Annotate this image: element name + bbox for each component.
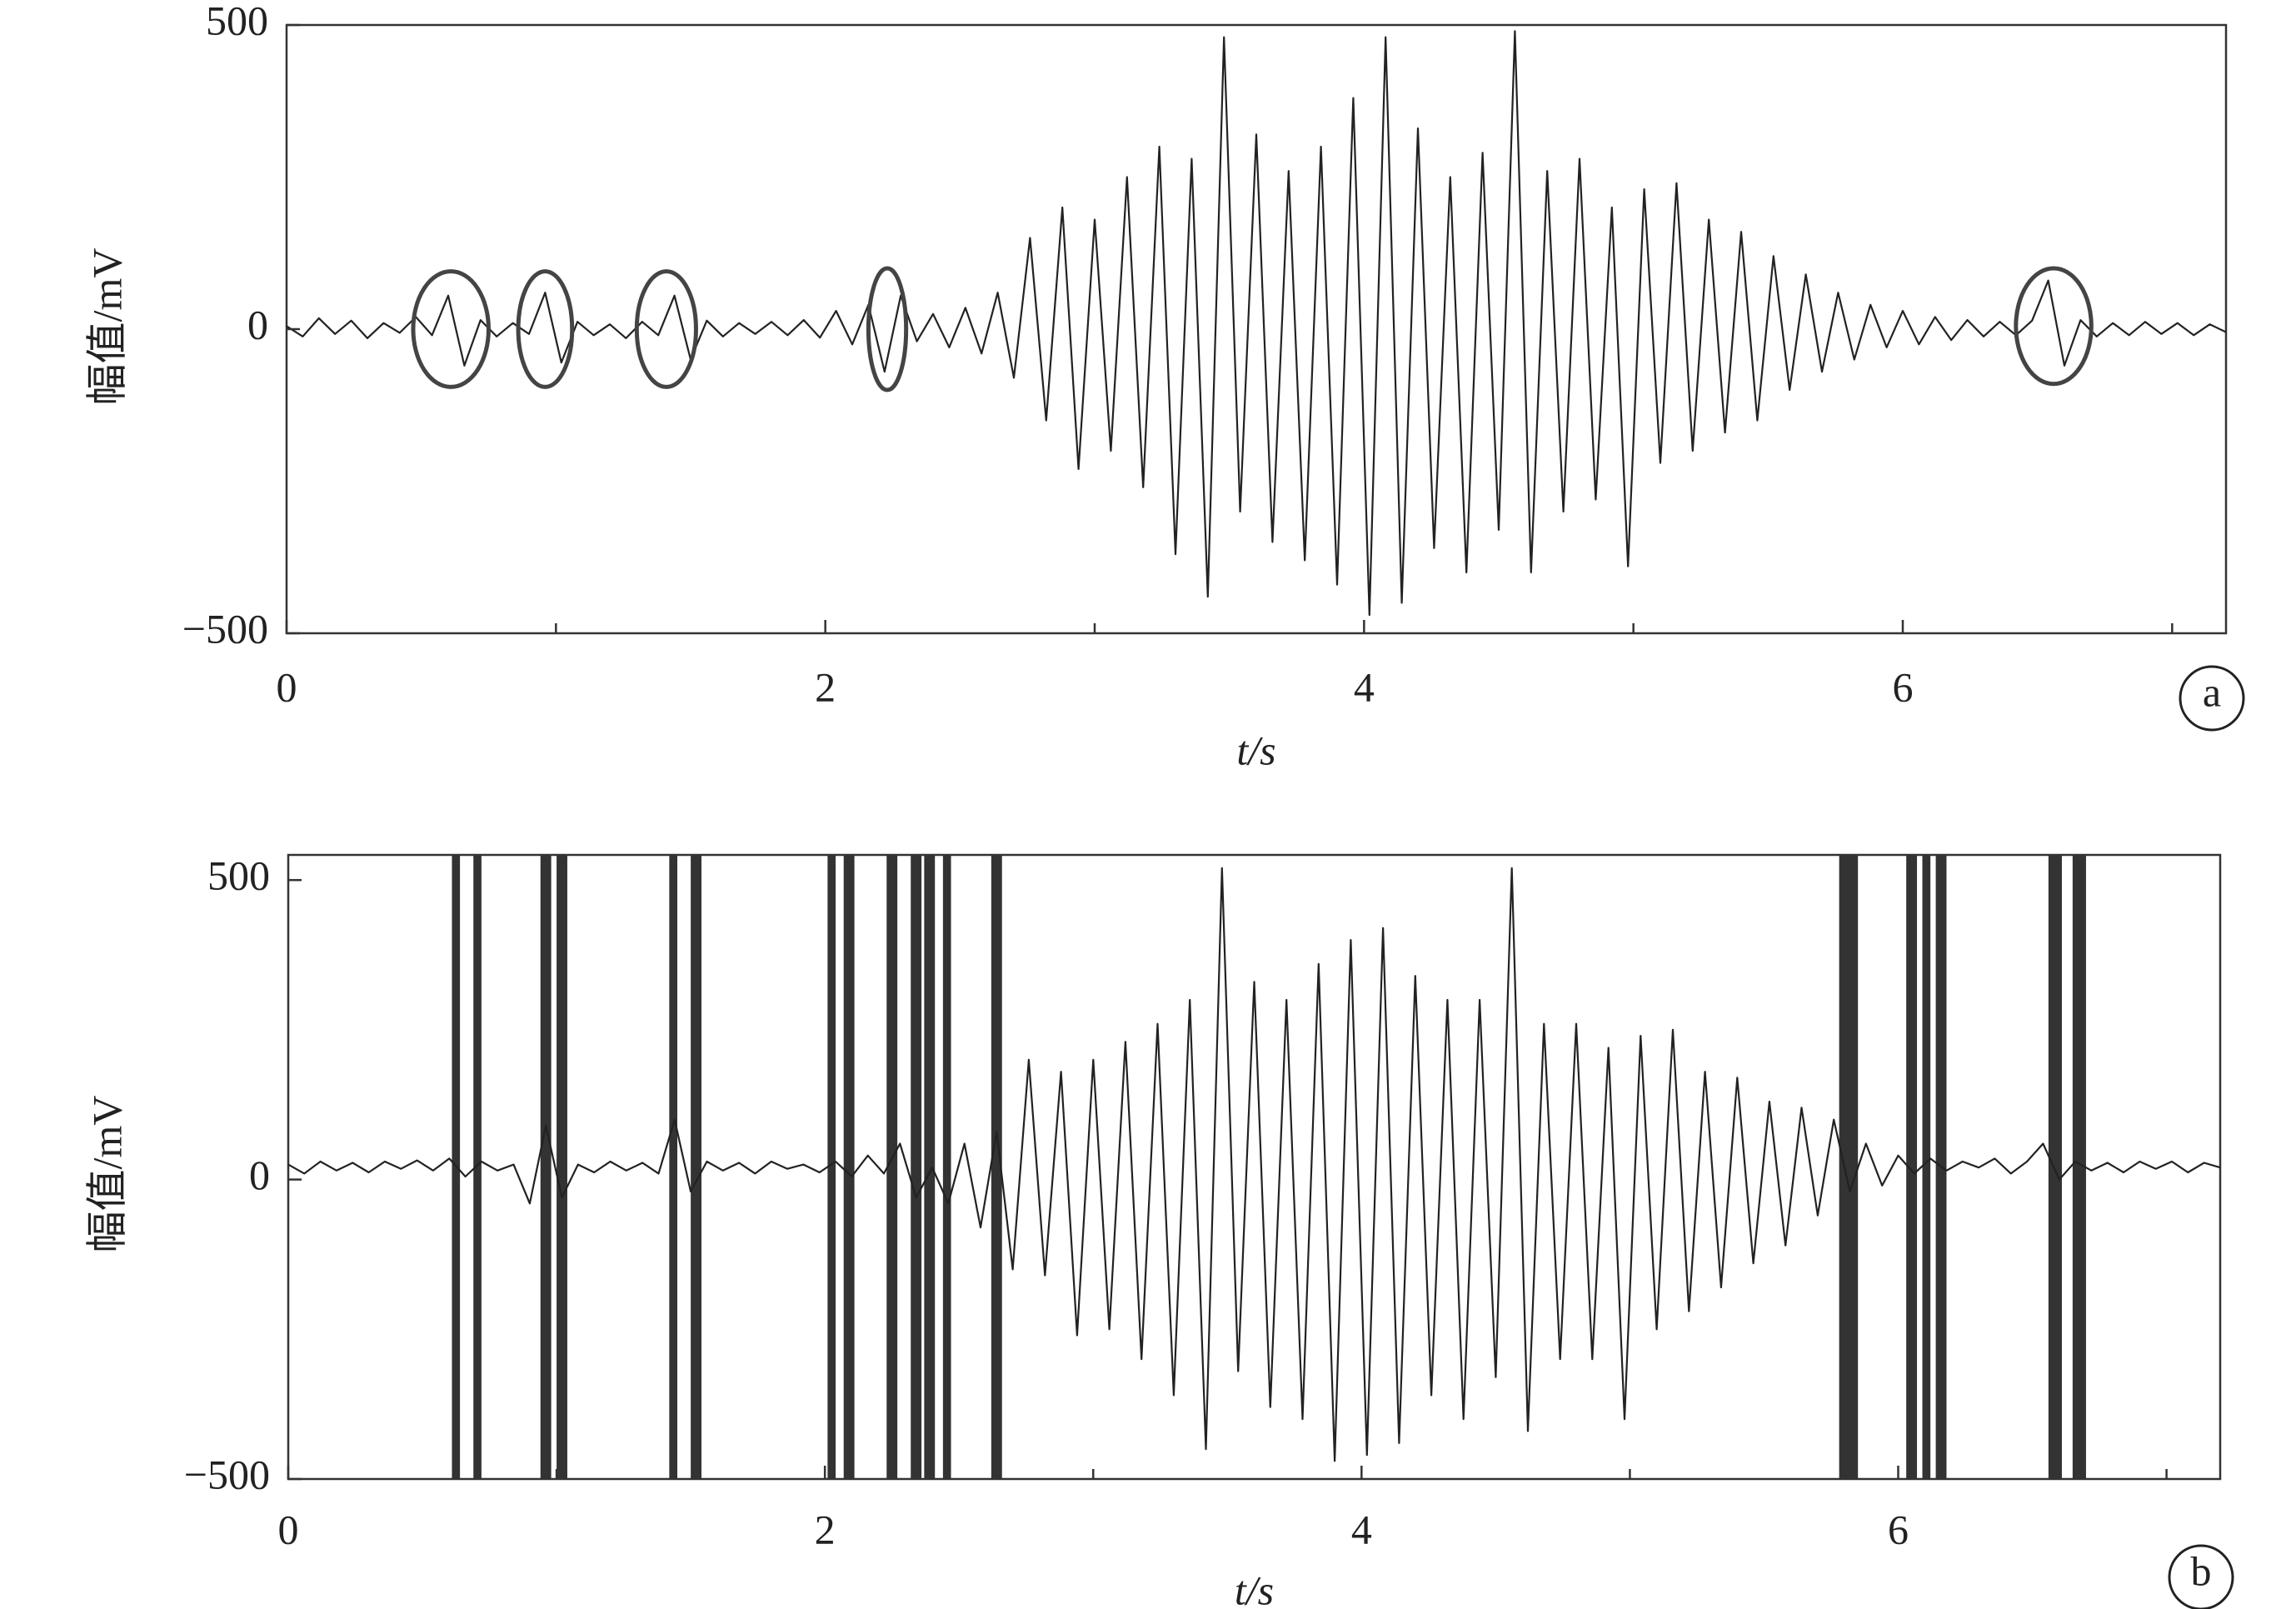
marker-band bbox=[991, 855, 1002, 1479]
y-tick-label: −500 bbox=[182, 605, 268, 652]
marker-band bbox=[924, 855, 936, 1479]
y-tick-label: 500 bbox=[207, 852, 270, 899]
highlight-ellipse bbox=[516, 269, 575, 389]
x-tick-label: 0 bbox=[277, 663, 297, 710]
marker-band bbox=[827, 855, 836, 1479]
x-tick-label: 4 bbox=[1354, 663, 1375, 710]
y-tick-label: −500 bbox=[184, 1451, 270, 1497]
highlight-ellipse bbox=[2014, 266, 2094, 387]
marker-band bbox=[691, 855, 702, 1479]
marker-band bbox=[1839, 855, 1859, 1479]
y-tick-label: 500 bbox=[206, 0, 268, 43]
y-tick-label: 0 bbox=[249, 1152, 270, 1198]
x-axis-label: t/s bbox=[1235, 1567, 1274, 1609]
x-tick-label: 6 bbox=[1888, 1506, 1909, 1552]
highlight-ellipse bbox=[411, 269, 492, 389]
x-tick-label: 6 bbox=[1893, 663, 1914, 710]
marker-band bbox=[557, 855, 567, 1479]
panel-label: a bbox=[2203, 668, 2221, 715]
marker-band bbox=[2072, 855, 2086, 1479]
panel-badge bbox=[2179, 665, 2245, 732]
y-axis-label: 幅值/mV bbox=[83, 248, 130, 406]
marker-band bbox=[1922, 855, 1931, 1479]
signal-line bbox=[287, 867, 2221, 1462]
panel-badge bbox=[2168, 1544, 2234, 1609]
panel-label: b bbox=[2191, 1547, 2212, 1594]
x-tick-label: 2 bbox=[815, 663, 836, 710]
marker-band bbox=[669, 855, 678, 1479]
marker-band bbox=[843, 855, 855, 1479]
marker-band bbox=[911, 855, 922, 1479]
signal-line bbox=[286, 30, 2227, 617]
marker-band bbox=[942, 855, 951, 1479]
marker-band bbox=[2048, 855, 2062, 1479]
x-tick-label: 4 bbox=[1351, 1506, 1372, 1552]
highlight-ellipse bbox=[866, 266, 909, 392]
highlight-ellipse bbox=[634, 269, 698, 389]
y-axis-label: 幅值/mV bbox=[83, 1096, 130, 1253]
x-tick-label: 0 bbox=[278, 1506, 299, 1552]
y-tick-label: 0 bbox=[247, 301, 268, 347]
x-axis-label: t/s bbox=[1236, 727, 1275, 773]
marker-band bbox=[1906, 855, 1918, 1479]
marker-band bbox=[540, 855, 552, 1479]
marker-band bbox=[473, 855, 482, 1479]
marker-band bbox=[886, 855, 898, 1479]
x-tick-label: 2 bbox=[815, 1506, 836, 1552]
plot-frame bbox=[285, 23, 2228, 635]
